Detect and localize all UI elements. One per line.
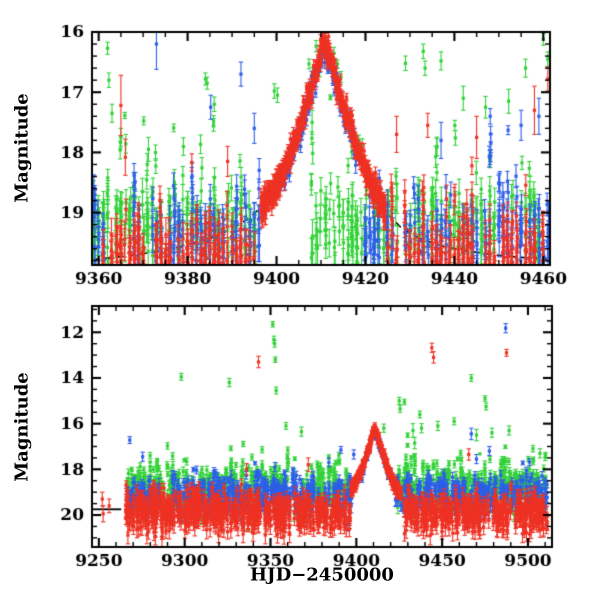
top-panel-y-axis-label: Magnitude — [11, 93, 33, 203]
bottom-panel-y-axis-label: Magnitude — [11, 372, 33, 482]
x-axis-label: HJD−2450000 — [250, 564, 394, 586]
